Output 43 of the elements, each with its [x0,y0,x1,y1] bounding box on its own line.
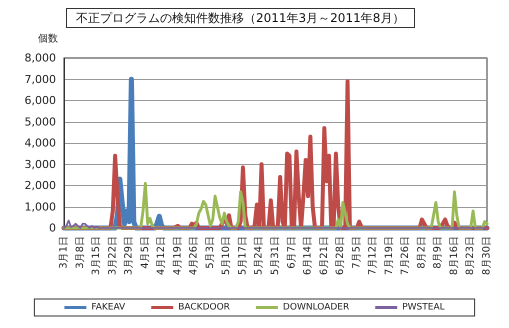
x-tick-label: 7月19日 [384,236,395,276]
x-tick-label: 3月15日 [91,236,102,276]
legend-label: BACKDOOR [178,302,230,312]
x-tick-label: 3月22日 [107,236,118,276]
x-tick-label: 7月26日 [400,236,412,276]
x-tick-label: 4月26日 [188,236,200,276]
x-tick-label: 4月12日 [156,236,168,276]
x-tick-label: 5月31日 [270,236,281,276]
x-tick-label: 6月21日 [318,236,330,276]
x-tick-label: 8月30日 [482,236,492,276]
y-tick-label: 5,000 [24,115,56,128]
x-tick-label: 6月7日 [286,236,298,269]
chart-title: 不正プログラムの検知件数推移（2011年3月～2011年8月） [76,11,404,25]
x-tick-label: 6月28日 [335,236,346,276]
line-series [63,220,488,229]
y-tick-label: 1,000 [24,200,56,214]
y-tick-label: 8,000 [24,52,56,64]
x-tick-label: 3月1日 [58,236,70,269]
y-tick-label: 4,000 [24,136,56,150]
x-tick-label: 5月10日 [221,236,232,276]
y-tick-label: 0 [49,222,56,234]
y-axis-title: 個数 [38,34,58,44]
legend-label: PWSTEAL [402,302,445,312]
y-tick-label: 2,000 [24,179,56,192]
x-tick-label: 5月24日 [254,236,265,276]
y-tick-label: 7,000 [24,72,56,86]
y-tick-label: 6,000 [24,94,56,107]
x-tick-label: 7月12日 [368,236,379,276]
y-tick-label: 3,000 [24,158,56,171]
x-tick-label: 8月9日 [432,236,444,269]
x-tick-label: 5月17日 [237,236,248,276]
x-tick-label: 8月2日 [416,236,428,269]
x-tick-label: 6月14日 [302,236,314,276]
legend-label: FAKEAV [91,302,126,312]
x-tick-label: 8月16日 [448,236,460,276]
x-tick-label: 8月23日 [465,236,476,276]
x-tick-label: 5月3日 [204,236,216,269]
x-tick-label: 3月8日 [74,236,86,269]
x-tick-label: 7月5日 [351,236,362,269]
x-tick-label: 3月29日 [124,236,135,276]
x-tick-label: 4月19日 [172,236,184,276]
legend-label: DOWNLOADER [282,302,350,312]
x-tick-label: 4月5日 [140,236,151,269]
